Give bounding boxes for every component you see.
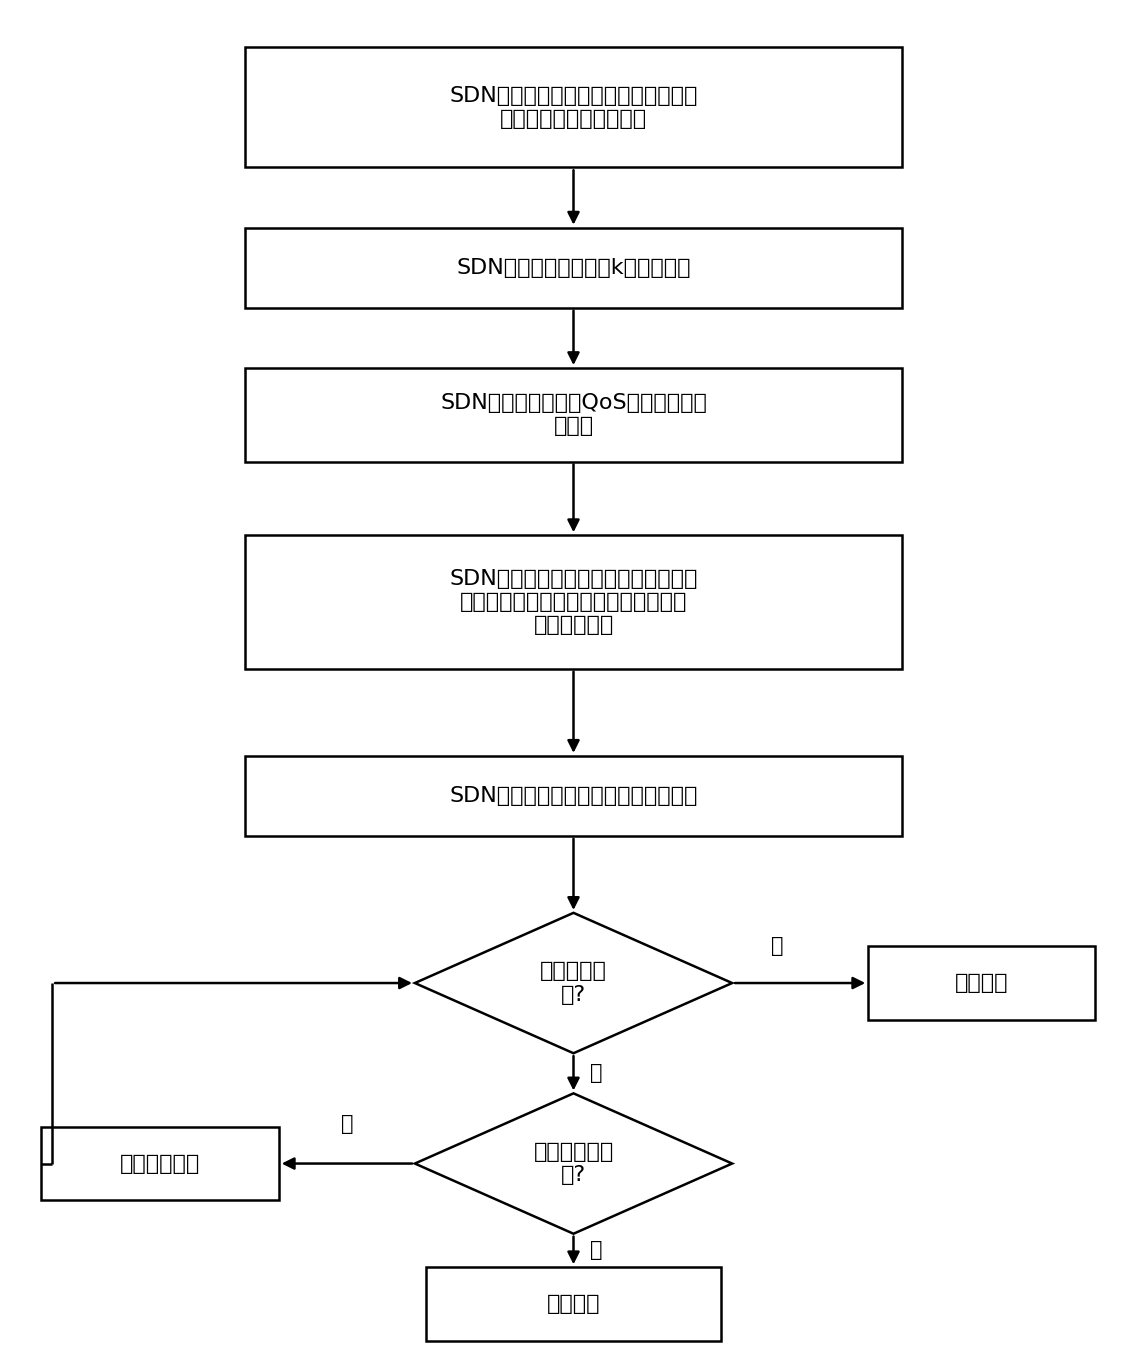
Polygon shape (415, 1093, 732, 1233)
Text: SDN控制器获取网络的拓扑信息、链路
带宽信息和链路时延信息: SDN控制器获取网络的拓扑信息、链路 带宽信息和链路时延信息 (450, 85, 697, 128)
Bar (245, 535, 902, 669)
Text: 是: 是 (591, 1240, 603, 1260)
Bar (868, 946, 1094, 1020)
Text: SDN控制器计算网络前k条最短路径: SDN控制器计算网络前k条最短路径 (457, 258, 690, 278)
Text: 最优路径故
障?: 最优路径故 障? (540, 962, 607, 1005)
Text: 选路成功: 选路成功 (954, 973, 1008, 993)
Text: 选路失败: 选路失败 (547, 1294, 600, 1315)
Polygon shape (415, 913, 732, 1054)
Text: 备份路径集为
空?: 备份路径集为 空? (533, 1142, 614, 1185)
Text: 否: 否 (771, 936, 783, 957)
Text: 否: 否 (341, 1115, 353, 1133)
Text: SDN控制器计算备选路径及中每条路径
的权值因子，并对备选路径集中的路径
进行升序排序: SDN控制器计算备选路径及中每条路径 的权值因子，并对备选路径集中的路径 进行升… (450, 569, 697, 635)
Text: SDN控制器获取最优路径和备份路径集: SDN控制器获取最优路径和备份路径集 (450, 786, 697, 805)
Text: SDN控制器获取网络QoS评价参数和权
值参数: SDN控制器获取网络QoS评价参数和权 值参数 (440, 393, 707, 436)
Bar (427, 1267, 720, 1340)
Text: 是: 是 (591, 1063, 603, 1084)
Bar (245, 367, 902, 462)
Bar (41, 1127, 279, 1200)
Bar (245, 227, 902, 308)
Bar (245, 47, 902, 168)
Text: 选择次优路径: 选择次优路径 (119, 1154, 200, 1174)
Bar (245, 755, 902, 836)
